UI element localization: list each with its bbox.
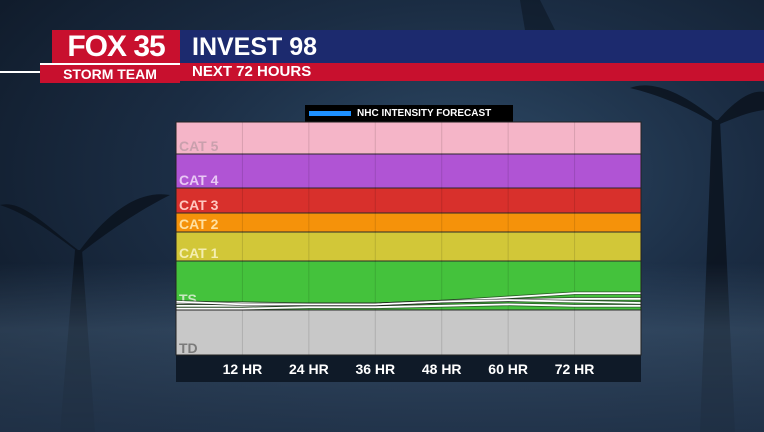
legend-swatch [309,111,351,116]
series-line [176,303,641,310]
band-cat1 [175,231,642,262]
x-axis-strip [176,355,641,382]
page-title: INVEST 98 [192,33,318,61]
legend-label: NHC INTENSITY FORECAST [357,108,492,119]
x-tick-label: 24 HR [289,361,329,377]
plot-frame [175,121,642,356]
station-logo: FOX 35 [52,30,180,63]
logo-accent-line [0,71,40,73]
storm-team-logo: STORM TEAM [40,63,180,83]
band-cat5 [175,121,642,155]
band-label: CAT 5 [179,138,219,154]
band-label: CAT 1 [179,245,219,261]
band-cat3 [175,187,642,214]
x-tick-label: 48 HR [422,361,462,377]
chart-legend: NHC INTENSITY FORECAST [305,105,513,122]
x-tick-label: 72 HR [555,361,595,377]
band-cat4 [175,153,642,189]
band-label: TD [179,340,198,356]
series-line [175,299,642,306]
band-label: CAT 2 [179,216,219,232]
band-cat2 [175,212,642,233]
x-tick-label: 60 HR [488,361,528,377]
title-bar [180,30,764,63]
x-tick-label: 12 HR [223,361,263,377]
x-tick-label: 36 HR [355,361,395,377]
band-label: CAT 3 [179,197,219,213]
subtitle-bar [180,63,764,81]
band-td [175,309,642,356]
page-subtitle: NEXT 72 HOURS [192,63,312,80]
band-label: CAT 4 [179,172,219,188]
